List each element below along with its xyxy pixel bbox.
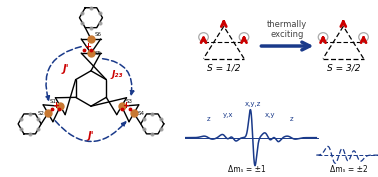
FancyArrowPatch shape: [55, 121, 125, 141]
Text: S6: S6: [95, 32, 102, 37]
FancyArrowPatch shape: [46, 47, 81, 100]
FancyArrowPatch shape: [102, 59, 134, 95]
Text: z: z: [206, 116, 210, 122]
Text: J₂₃: J₂₃: [112, 70, 123, 79]
Text: +: +: [122, 101, 130, 110]
Text: thermally
exciting: thermally exciting: [267, 19, 308, 39]
Text: x,y,z: x,y,z: [245, 101, 261, 107]
Text: J': J': [63, 64, 70, 74]
Text: S1: S1: [50, 99, 56, 104]
Text: J': J': [88, 131, 94, 141]
Text: S2: S2: [37, 111, 44, 116]
Text: Δmₛ = ±2: Δmₛ = ±2: [330, 164, 368, 173]
Text: y,x: y,x: [222, 112, 233, 118]
Text: Δmₛ = ±1: Δmₛ = ±1: [228, 164, 266, 173]
Text: S3: S3: [125, 99, 133, 104]
Text: +: +: [84, 42, 91, 50]
Text: S = 3/2: S = 3/2: [327, 64, 360, 73]
Text: +: +: [53, 101, 59, 110]
Text: z: z: [290, 116, 293, 122]
Text: S5: S5: [95, 51, 102, 56]
Text: x,y: x,y: [265, 112, 275, 118]
Text: S = 1/2: S = 1/2: [207, 64, 240, 73]
Text: S4: S4: [138, 111, 145, 116]
